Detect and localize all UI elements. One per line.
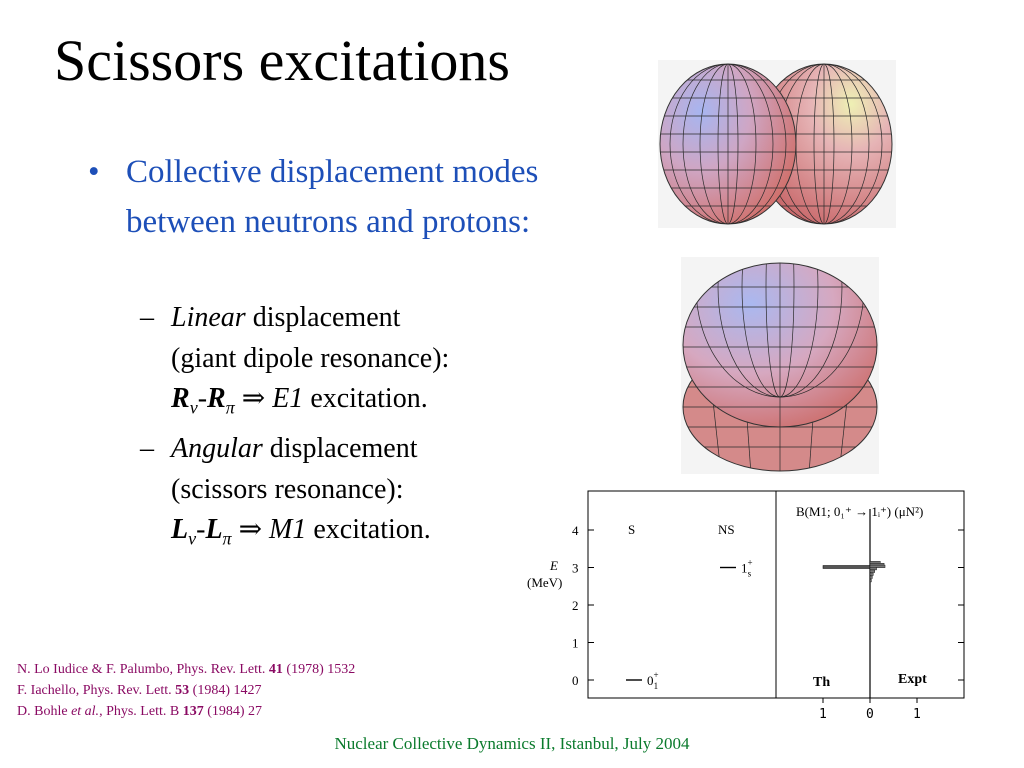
reference-2: F. Iachello, Phys. Rev. Lett. 53 (1984) …: [17, 683, 262, 698]
reference-1: N. Lo Iudice & F. Palumbo, Phys. Rev. Le…: [17, 662, 356, 677]
column-ns-label: NS: [718, 522, 735, 537]
references: N. Lo Iudice & F. Palumbo, Phys. Rev. Le…: [17, 659, 355, 722]
bullet-marker: •: [88, 154, 100, 190]
x-tick-label: 0: [866, 707, 874, 722]
y-tick-label: 1: [572, 636, 579, 651]
expt-bar: [869, 572, 874, 576]
nucleus-split-illustration: [658, 60, 896, 228]
expt-label: Expt: [898, 672, 927, 687]
y-tick-label: 3: [572, 561, 579, 576]
level-label: 1+ s: [741, 558, 753, 579]
y-tick-label: 0: [572, 673, 579, 688]
y-tick-label: 2: [572, 598, 579, 613]
scissors-line: (scissors resonance):: [171, 473, 404, 505]
expt-bar: [869, 579, 872, 583]
formula-e1: Rν-Rπ ⇒ E1 excitation.: [171, 383, 428, 418]
dash-marker: –: [140, 302, 154, 333]
level-label: 0+ 1: [647, 670, 659, 691]
nucleus-scissors-illustration: [681, 257, 879, 474]
expt-bar: [869, 569, 875, 573]
linear-word: Linear: [171, 302, 246, 333]
expt-bar: [869, 575, 873, 579]
gdr-line: (giant dipole resonance):: [171, 342, 450, 374]
ylabel-e: E: [549, 558, 558, 573]
y-tick-label: 4: [572, 523, 579, 538]
slide-title: Scissors excitations: [54, 28, 510, 93]
main-bullet-text: Collective displacement modes between ne…: [126, 154, 539, 240]
b-value-bars: [822, 561, 886, 583]
th-label: Th: [813, 675, 830, 690]
bvalue-title: B(M1; 0₁⁺ → 1ᵢ⁺) (μN²): [796, 504, 923, 519]
formula-m1: Lν-Lπ ⇒ M1 excitation.: [171, 514, 431, 549]
x-ticks: 1 0 1: [819, 698, 921, 722]
expt-bar: [869, 564, 886, 568]
angular-word: Angular: [171, 433, 263, 464]
ylabel-unit: (MeV): [527, 575, 562, 590]
expt-bar: [869, 567, 877, 571]
column-s-label: S: [628, 522, 635, 537]
reference-3: D. Bohle et al., Phys. Lett. B 137 (1984…: [17, 704, 263, 719]
levels: 0+ 1 1+ s: [626, 558, 753, 691]
y-ticks: 0 1 2 3 4: [572, 523, 964, 688]
x-tick-label: 1: [913, 707, 921, 722]
footer-text: Nuclear Collective Dynamics II, Istanbul…: [334, 734, 690, 753]
x-tick-label: 1: [819, 707, 827, 722]
dash-marker: –: [140, 433, 154, 464]
scissors-level-chart: 0 1 2 3 4 E (MeV) S NS B(M1; 0₁⁺ → 1ᵢ⁺) (μN²…: [527, 490, 965, 722]
th-bar: [822, 565, 871, 569]
